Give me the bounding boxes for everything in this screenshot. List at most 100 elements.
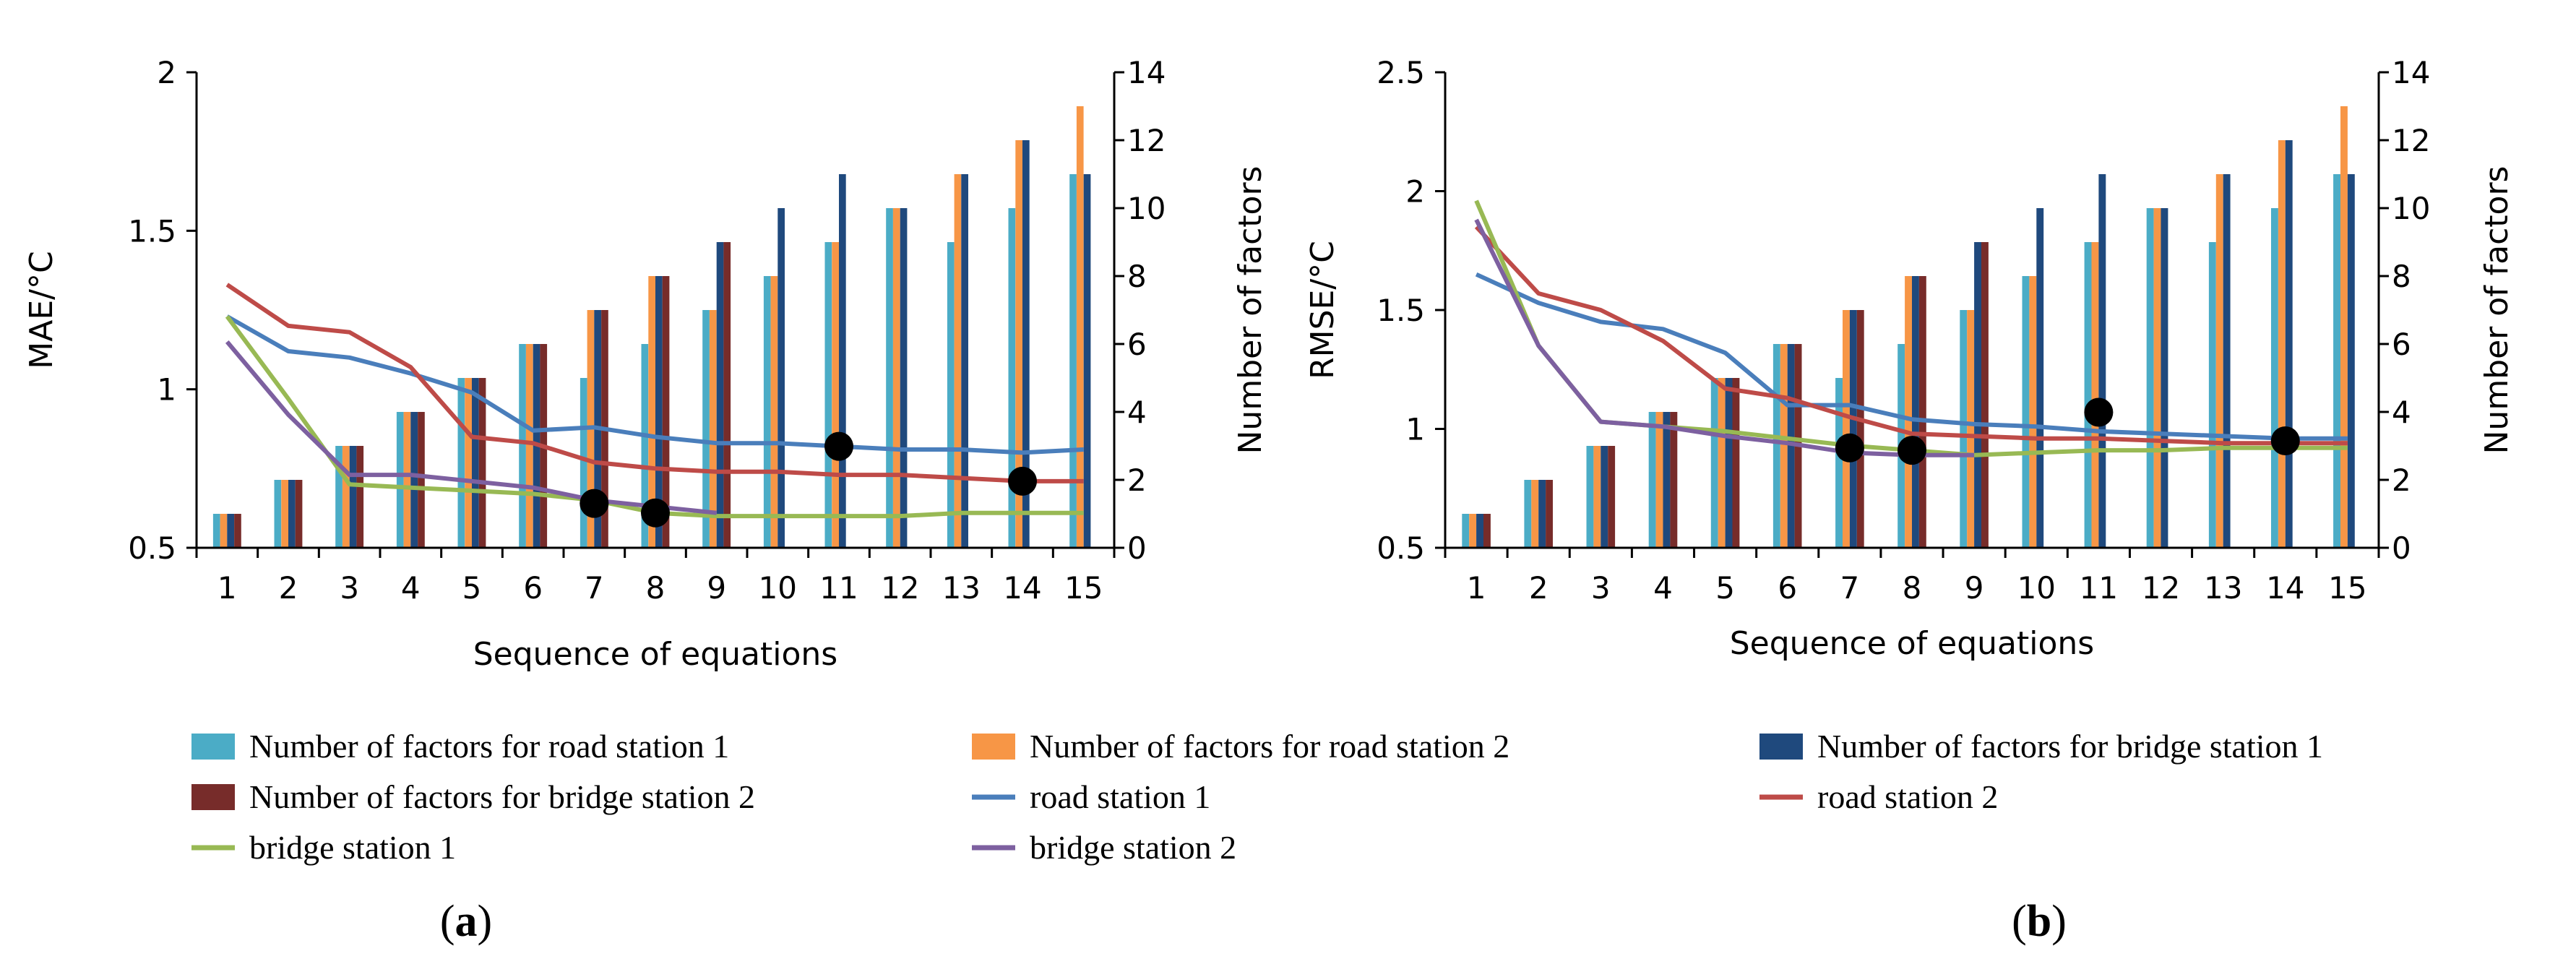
y2-tick-label: 0 — [2392, 530, 2411, 566]
bar-road1_bar-2 — [1524, 480, 1532, 548]
legend-label-road2_bar: Number of factors for road station 2 — [1030, 728, 1509, 765]
bar-bridge1_bar-12 — [2161, 208, 2168, 548]
bar-road2_bar-15 — [2340, 106, 2348, 548]
legend-label-bridge1_line: bridge station 1 — [249, 829, 456, 866]
y-axis-title: RMSE/°C — [1304, 241, 1341, 379]
y2-tick-label: 14 — [2392, 55, 2430, 90]
bar-road2_bar-2 — [1531, 480, 1539, 548]
y2-axis-title: Number of factors — [2478, 166, 2515, 455]
x-axis-title: Sequence of equations — [1730, 625, 2094, 662]
panel-labels: ( a) (b) — [440, 897, 2067, 946]
bar-bridge1_bar-5 — [472, 378, 479, 548]
panel-label-letter: a — [455, 897, 478, 946]
bar-bridge1_bar-8 — [1912, 276, 1919, 548]
bar-bridge2_bar-4 — [418, 412, 425, 548]
x-tick-label: 9 — [1965, 570, 1984, 606]
bar-bridge1_bar-4 — [1663, 412, 1671, 548]
x-tick-label: 2 — [279, 570, 298, 606]
x-tick-label: 10 — [759, 570, 797, 606]
panel-label-b: (b) — [2012, 897, 2067, 946]
bar-bridge2_bar-9 — [1981, 242, 1989, 548]
bar-road2_bar-8 — [1905, 276, 1912, 548]
bar-road1_bar-9 — [1960, 310, 1968, 548]
x-tick-label: 8 — [646, 570, 665, 606]
optimal-point-marker — [2270, 426, 2300, 455]
y2-axis-title: Number of factors — [1232, 166, 1269, 455]
x-tick-label: 15 — [1064, 570, 1103, 606]
optimal-point-marker — [2084, 397, 2114, 427]
bar-road1_bar-14 — [2271, 208, 2278, 548]
x-tick-label: 14 — [2266, 570, 2304, 606]
line-road1_line — [1475, 272, 2348, 441]
bar-bridge1_bar-3 — [1601, 446, 1608, 548]
bar-bridge1_bar-1 — [227, 514, 234, 548]
bar-road1_bar-11 — [824, 242, 832, 548]
y-tick-label: 0.5 — [1377, 530, 1425, 566]
y-axis-title: MAE/°C — [23, 251, 60, 369]
bar-road2_bar-13 — [2215, 174, 2223, 548]
bar-road1_bar-3 — [335, 446, 343, 548]
bar-bridge2_bar-7 — [1856, 310, 1864, 548]
panel-label-letter: b — [2027, 897, 2051, 946]
bar-bridge1_bar-14 — [1022, 140, 1030, 548]
x-tick-label: 4 — [1653, 570, 1673, 606]
bar-bridge1_bar-13 — [961, 174, 968, 548]
bar-bridge1_bar-14 — [2285, 140, 2293, 548]
x-tick-label: 1 — [1467, 570, 1486, 606]
optimal-point-marker — [580, 489, 609, 518]
line-bridge2_line — [225, 340, 718, 515]
bar-bridge2_bar-2 — [295, 480, 303, 548]
y2-tick-label: 4 — [2392, 395, 2411, 430]
x-tick-label: 11 — [2080, 570, 2118, 606]
x-tick-label: 10 — [2017, 570, 2056, 606]
y2-tick-label: 12 — [1127, 123, 1166, 158]
x-tick-label: 2 — [1529, 570, 1548, 606]
bar-bridge1_bar-7 — [1849, 310, 1857, 548]
bar-road2_bar-7 — [1843, 310, 1850, 548]
bar-road2_bar-6 — [1780, 344, 1788, 548]
panel-label-open-paren: ( — [2012, 897, 2027, 946]
bar-road2_bar-13 — [954, 174, 962, 548]
x-tick-label: 5 — [462, 570, 482, 606]
bar-road1_bar-11 — [2084, 242, 2092, 548]
legend-label-bridge1_bar: Number of factors for bridge station 1 — [1817, 728, 2323, 765]
line-bridge2_line — [1474, 218, 1975, 457]
bar-road2_bar-5 — [465, 378, 472, 548]
bar-bridge2_bar-2 — [1546, 480, 1553, 548]
bar-road1_bar-12 — [2146, 208, 2154, 548]
bar-road1_bar-8 — [641, 344, 649, 548]
y-tick-label: 1 — [157, 372, 176, 408]
legend-swatch-bridge2_bar — [191, 784, 235, 810]
bar-bridge1_bar-2 — [288, 480, 296, 548]
y-tick-label: 1 — [1405, 412, 1425, 447]
bar-bridge1_bar-1 — [1476, 514, 1483, 548]
line-road1_line — [225, 314, 1084, 455]
y2-tick-label: 2 — [2392, 463, 2411, 498]
bar-road2_bar-4 — [403, 412, 411, 548]
legend-swatch-road1_bar — [191, 734, 235, 760]
optimal-point-marker — [824, 431, 853, 461]
x-tick-label: 6 — [523, 570, 543, 606]
bar-road1_bar-9 — [702, 310, 710, 548]
bar-bridge2_bar-1 — [1483, 514, 1491, 548]
panel-label-close-paren: ) — [2051, 897, 2067, 946]
x-tick-label: 3 — [340, 570, 359, 606]
legend-label-road1_line: road station 1 — [1030, 778, 1210, 815]
bar-road2_bar-10 — [770, 276, 778, 548]
bar-bridge1_bar-9 — [1974, 242, 1981, 548]
bar-road1_bar-4 — [396, 412, 404, 548]
bar-road2_bar-12 — [2153, 208, 2161, 548]
bar-bridge1_bar-6 — [1787, 344, 1795, 548]
bar-bridge2_bar-5 — [1732, 378, 1740, 548]
bar-bridge1_bar-8 — [655, 276, 663, 548]
bar-road2_bar-10 — [2029, 276, 2037, 548]
bar-road1_bar-1 — [1462, 514, 1470, 548]
x-tick-label: 12 — [881, 570, 919, 606]
bar-road1_bar-1 — [212, 514, 220, 548]
bar-road2_bar-14 — [2278, 140, 2286, 548]
bar-road2_bar-3 — [342, 446, 350, 548]
bar-road2_bar-5 — [1718, 378, 1726, 548]
y2-tick-label: 4 — [1127, 395, 1147, 430]
bar-bridge1_bar-11 — [2098, 174, 2106, 548]
